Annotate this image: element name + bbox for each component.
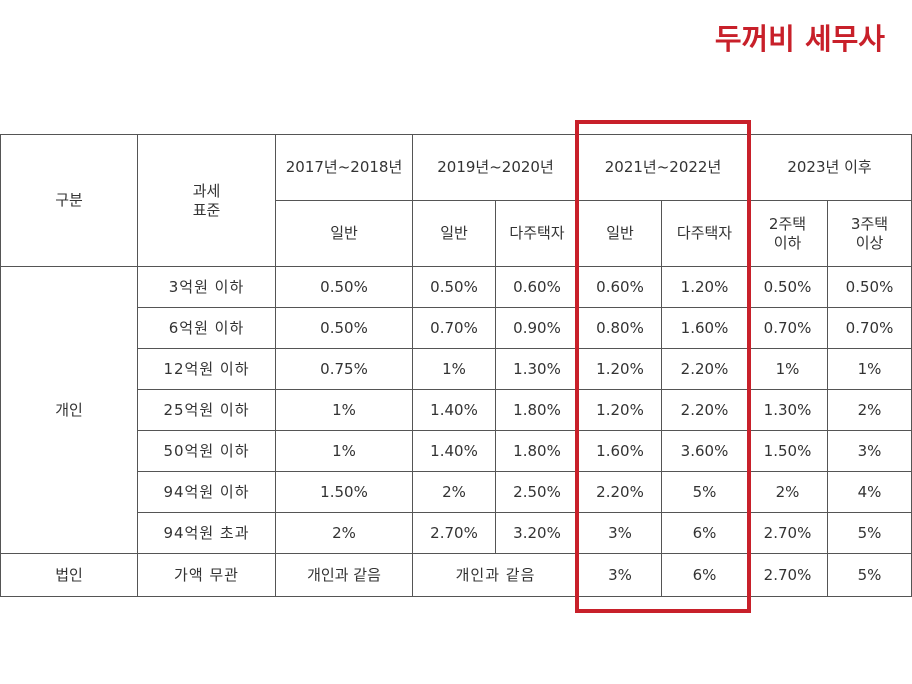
header-period-2017-2018: 2017년~2018년	[275, 134, 413, 201]
tax-base-cell: 12억원 이하	[137, 348, 276, 390]
tax-base-cell: 50억원 이하	[137, 430, 276, 472]
table-row: 개인 3억원 이하 0.50% 0.50% 0.60% 0.60% 1.20% 0.50% 0.…	[0, 266, 912, 554]
rate-cell: 2.70%	[747, 512, 828, 554]
rate-cell: 5%	[827, 512, 912, 554]
rate-cell: 0.70%	[747, 307, 828, 349]
subheader-p4-three-or-more: 3주택 이상	[827, 200, 912, 267]
rate-cell: 2.70%	[412, 512, 496, 554]
corporate-p2-cell: 개인과 같음	[412, 553, 579, 597]
table-row-corporate: 법인 가액 무관 개인과 같음 개인과 같음 3% 6% 2.70% 5%	[0, 553, 912, 597]
property-tax-rate-table: 구분 과세 표준 2017년~2018년 2019년~2020년 2021년~2…	[0, 134, 912, 597]
row-label-individual: 개인	[0, 266, 138, 554]
rate-cell: 0.60%	[495, 266, 579, 308]
rate-cell: 1.20%	[578, 389, 662, 431]
subheader-p3-multi: 다주택자	[661, 200, 748, 267]
tax-base-cell: 25억원 이하	[137, 389, 276, 431]
rate-cell: 6%	[661, 512, 748, 554]
rate-cell: 2%	[747, 471, 828, 513]
brand-logo-text: 두꺼비 세무사	[714, 22, 885, 56]
rate-cell: 0.60%	[578, 266, 662, 308]
rate-cell: 1.60%	[661, 307, 748, 349]
rate-cell: 0.50%	[275, 307, 413, 349]
tax-base-cell: 94억원 초과	[137, 512, 276, 554]
table-row: 12억원 이하 0.75% 1% 1.30% 1.20% 2.20% 1% 1%	[1, 348, 912, 390]
rate-cell: 3%	[827, 430, 912, 472]
subheader-p3-general: 일반	[578, 200, 662, 267]
tax-base-cell: 3억원 이하	[137, 266, 276, 308]
rate-cell: 1.80%	[495, 430, 579, 472]
rate-cell: 3%	[578, 512, 662, 554]
header-category: 구분	[0, 134, 138, 267]
tax-base-cell: 94억원 이하	[137, 471, 276, 513]
rate-cell: 0.50%	[747, 266, 828, 308]
rate-cell: 0.50%	[827, 266, 912, 308]
tax-base-cell: 6억원 이하	[137, 307, 276, 349]
rate-cell: 1.20%	[661, 266, 748, 308]
rate-cell: 1%	[412, 348, 496, 390]
subheader-p1-general: 일반	[275, 200, 413, 267]
rate-cell: 2.20%	[661, 389, 748, 431]
header-tax-base: 과세 표준	[137, 134, 276, 267]
rate-cell: 1%	[827, 348, 912, 390]
rate-cell: 0.50%	[412, 266, 496, 308]
rate-cell: 2%	[412, 471, 496, 513]
rate-cell: 0.50%	[275, 266, 413, 308]
rate-cell: 0.80%	[578, 307, 662, 349]
rate-cell: 6%	[661, 553, 748, 597]
rate-cell: 1.40%	[412, 430, 496, 472]
rate-cell: 2.70%	[747, 553, 828, 597]
rate-cell: 2.20%	[661, 348, 748, 390]
table-row: 25억원 이하 1% 1.40% 1.80% 1.20% 2.20% 1.30% 2%	[1, 389, 912, 431]
rate-cell: 1%	[275, 389, 413, 431]
rate-cell: 5%	[661, 471, 748, 513]
tax-base-cell: 가액 무관	[137, 553, 276, 597]
subheader-p4-two-or-less: 2주택 이하	[747, 200, 828, 267]
rate-cell: 2%	[275, 512, 413, 554]
rate-cell: 2.50%	[495, 471, 579, 513]
header-period-2021-2022: 2021년~2022년	[578, 134, 748, 201]
rate-cell: 1.30%	[747, 389, 828, 431]
corporate-p1-cell: 개인과 같음	[275, 553, 413, 597]
rate-cell: 1.80%	[495, 389, 579, 431]
rate-cell: 1.50%	[747, 430, 828, 472]
subheader-p2-multi: 다주택자	[495, 200, 579, 267]
rate-cell: 0.70%	[412, 307, 496, 349]
header-period-2023-after: 2023년 이후	[747, 134, 912, 201]
rate-cell: 0.90%	[495, 307, 579, 349]
rate-cell: 3.20%	[495, 512, 579, 554]
rate-cell: 4%	[827, 471, 912, 513]
rate-cell: 1.20%	[578, 348, 662, 390]
rate-cell: 2%	[827, 389, 912, 431]
rate-cell: 0.70%	[827, 307, 912, 349]
header-period-2019-2020: 2019년~2020년	[412, 134, 579, 201]
rate-cell: 3.60%	[661, 430, 748, 472]
subheader-p2-general: 일반	[412, 200, 496, 267]
header-row-periods: 구분 과세 표준 2017년~2018년 2019년~2020년 2021년~2…	[0, 134, 912, 267]
rate-cell: 1.40%	[412, 389, 496, 431]
rate-cell: 1.50%	[275, 471, 413, 513]
rate-cell: 1%	[747, 348, 828, 390]
rate-cell: 2.20%	[578, 471, 662, 513]
table-row: 94억원 이하 1.50% 2% 2.50% 2.20% 5% 2% 4%	[1, 471, 912, 513]
table-row: 94억원 초과 2% 2.70% 3.20% 3% 6% 2.70% 5%	[1, 512, 912, 554]
rate-cell: 1.30%	[495, 348, 579, 390]
rate-cell: 5%	[827, 553, 912, 597]
table-row: 6억원 이하 0.50% 0.70% 0.90% 0.80% 1.60% 0.70% 0.70…	[1, 307, 912, 349]
rate-cell: 3%	[578, 553, 662, 597]
row-label-corporate: 법인	[0, 553, 138, 597]
rate-cell: 0.75%	[275, 348, 413, 390]
table-row: 50억원 이하 1% 1.40% 1.80% 1.60% 3.60% 1.50% 3%	[1, 430, 912, 472]
rate-cell: 1.60%	[578, 430, 662, 472]
rate-cell: 1%	[275, 430, 413, 472]
